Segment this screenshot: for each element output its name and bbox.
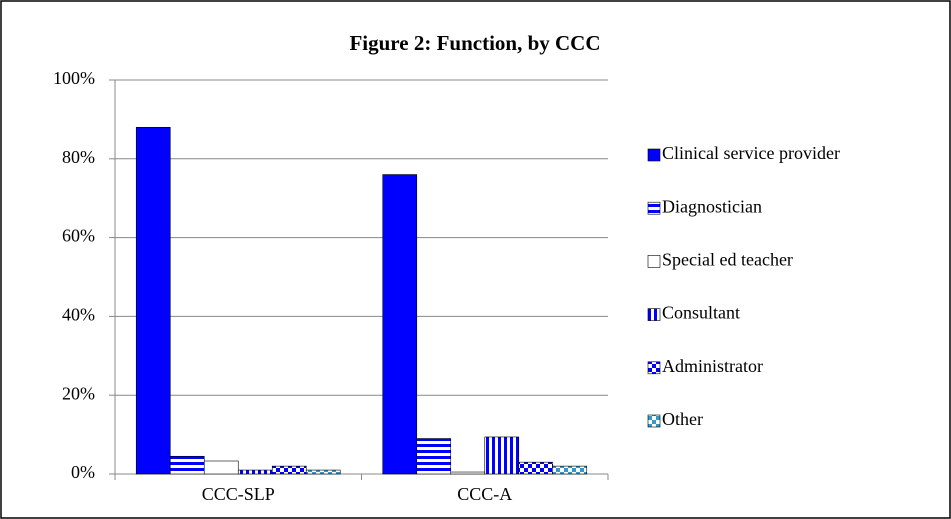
bar bbox=[237, 469, 273, 475]
y-tick-label: 40% bbox=[62, 305, 95, 325]
legend-swatch bbox=[647, 414, 661, 428]
legend-label: Administrator bbox=[662, 356, 763, 376]
legend-swatch bbox=[647, 361, 661, 375]
y-tick-label: 100% bbox=[53, 68, 95, 88]
bar bbox=[552, 465, 588, 475]
bar bbox=[271, 465, 307, 475]
legend-swatch bbox=[647, 255, 661, 268]
bar bbox=[450, 471, 486, 475]
legend-swatch bbox=[647, 201, 661, 215]
bar bbox=[416, 438, 452, 475]
bar bbox=[518, 461, 554, 475]
bar bbox=[382, 174, 418, 475]
bar bbox=[203, 460, 239, 475]
y-tick-label: 60% bbox=[62, 226, 95, 246]
legend-swatch bbox=[647, 148, 661, 162]
bar bbox=[305, 469, 341, 475]
legend-label: Clinical service provider bbox=[662, 143, 840, 163]
y-tick-label: 0% bbox=[71, 462, 95, 482]
bar bbox=[169, 455, 205, 475]
legend-label: Diagnostician bbox=[662, 196, 762, 216]
legend-label: Other bbox=[662, 409, 703, 429]
legend-swatch bbox=[647, 308, 661, 321]
y-tick-label: 80% bbox=[62, 147, 95, 167]
chart-title: Figure 2: Function, by CCC bbox=[349, 31, 600, 55]
legend-label: Consultant bbox=[662, 303, 740, 323]
y-tick-label: 20% bbox=[62, 383, 95, 403]
legend-label: Special ed teacher bbox=[662, 250, 793, 270]
x-tick-label: CCC-SLP bbox=[202, 484, 275, 504]
bar bbox=[484, 436, 520, 475]
bar bbox=[135, 126, 171, 475]
x-tick-label: CCC-A bbox=[457, 484, 512, 504]
